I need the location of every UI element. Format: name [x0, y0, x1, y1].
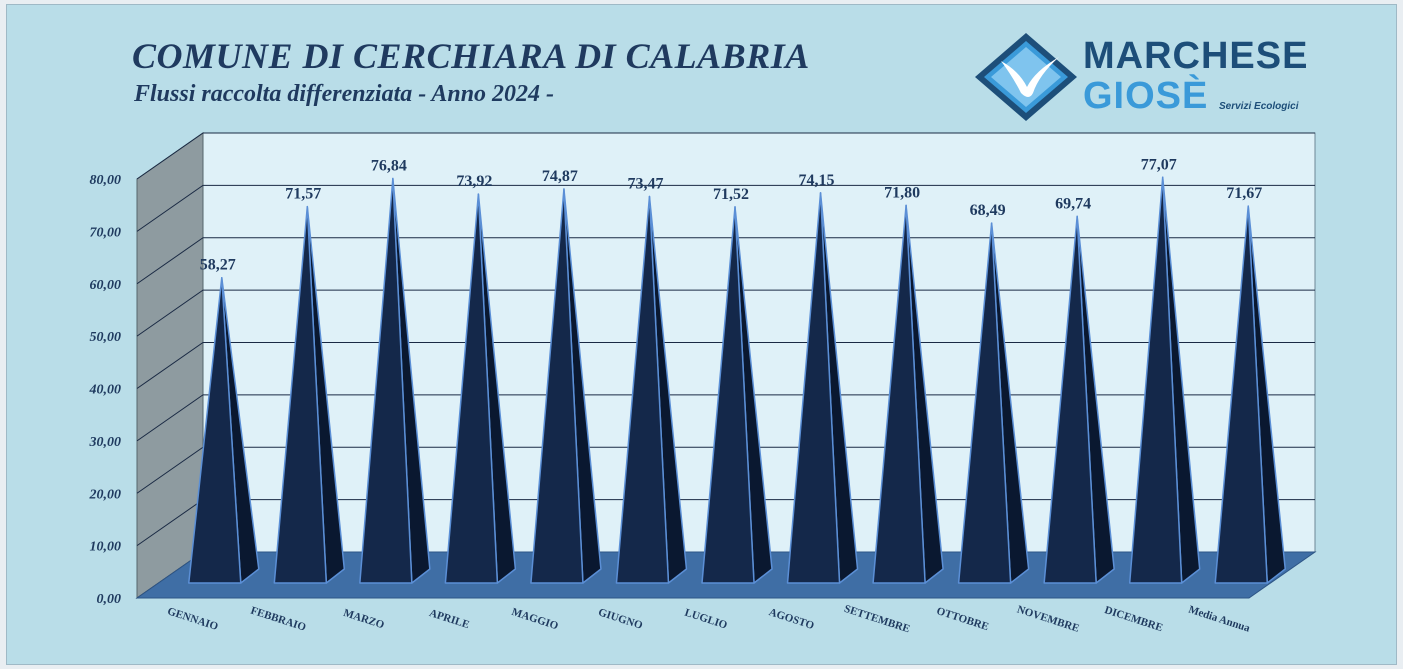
y-tick-label: 40,00 — [89, 383, 122, 398]
data-label: 69,74 — [1055, 195, 1091, 212]
bar-gennaio — [188, 276, 260, 584]
x-tick-label: AGOSTO — [767, 606, 816, 632]
bar-ottobre — [957, 222, 1030, 584]
bar-front-face — [444, 193, 499, 584]
y-tick-label: 60,00 — [90, 278, 122, 293]
bar-front-face — [1128, 176, 1183, 584]
bar-front-face — [615, 195, 670, 584]
y-tick-label: 70,00 — [90, 225, 122, 240]
bar-marzo — [359, 177, 431, 584]
logo-text-giose: GIOSÈ — [1083, 75, 1209, 117]
bar-maggio — [530, 188, 602, 584]
x-tick-label: GIUGNO — [597, 606, 645, 632]
pyramid-bar-chart: 0,00 10,00 20,00 30,00 40,00 50,00 60,00 70,00 8… — [89, 132, 1317, 636]
gridline — [136, 342, 1315, 389]
data-labels: 58,27 71,57 76,84 73,92 74,87 73,47 71,52 74,15… — [200, 156, 1262, 273]
chart-subtitle: Flussi raccolta differenziata - Anno 202… — [134, 81, 555, 107]
y-tick-label: 80,00 — [90, 173, 122, 188]
logo-text-marchese: MARCHESE — [1083, 35, 1309, 77]
seagull-diamond-icon — [975, 33, 1077, 121]
data-label: 73,92 — [456, 173, 492, 190]
bar-front-face — [786, 192, 841, 584]
data-label: 71,67 — [1226, 185, 1262, 202]
x-tick-label: FEBBRAIO — [249, 605, 308, 634]
bar-front-face — [872, 204, 926, 584]
y-tick-label: 10,00 — [90, 540, 122, 555]
bar-luglio — [701, 206, 773, 584]
bar-dicembre — [1128, 176, 1201, 584]
bar-front-face — [1043, 215, 1097, 584]
x-tick-label: SETTEMBRE — [843, 603, 912, 636]
data-label: 74,87 — [542, 168, 578, 185]
bar-settembre — [872, 204, 944, 584]
bar-front-face — [957, 222, 1012, 584]
bar-front-face — [1214, 205, 1268, 584]
x-tick-label: MARZO — [342, 607, 386, 632]
gridline — [136, 394, 1315, 442]
bar-febbraio — [273, 205, 346, 584]
bar-front-face — [530, 188, 584, 584]
gridline — [136, 237, 1315, 285]
data-label: 71,57 — [285, 186, 321, 203]
x-tick-label: Media Annua — [1187, 604, 1252, 635]
x-tick-label: OTTOBRE — [935, 605, 990, 633]
data-label: 71,80 — [884, 184, 920, 201]
bar-front-face — [188, 276, 242, 584]
gridline — [136, 184, 1315, 232]
bar-aprile — [444, 193, 517, 584]
gridline — [136, 132, 1315, 180]
y-axis-ticks: 0,00 10,00 20,00 30,00 40,00 50,00 60,00 70,00 8… — [89, 173, 122, 607]
logo-tagline: Servizi Ecologici — [1219, 101, 1299, 112]
bar-front-face — [273, 205, 328, 584]
bar-front-face — [701, 206, 755, 584]
bar-front-face — [359, 177, 413, 584]
data-label: 77,07 — [1141, 156, 1177, 173]
data-label: 71,52 — [713, 186, 749, 203]
data-label: 58,27 — [200, 257, 236, 274]
y-tick-label: 0,00 — [97, 592, 122, 607]
data-label: 68,49 — [970, 202, 1006, 219]
x-tick-label: APRILE — [428, 607, 471, 631]
chart-title: COMUNE DI CERCHIARA DI CALABRIA — [132, 36, 810, 76]
y-tick-label: 30,00 — [89, 435, 122, 450]
y-tick-label: 20,00 — [89, 487, 122, 502]
x-tick-label: DICEMBRE — [1103, 604, 1164, 634]
gridline — [136, 289, 1315, 337]
x-tick-label: MAGGIO — [510, 606, 560, 632]
data-label: 76,84 — [371, 158, 407, 175]
x-tick-label: GENNAIO — [166, 605, 220, 633]
chart-bars — [188, 176, 1286, 584]
bar-agosto — [786, 192, 859, 584]
bar-novembre — [1043, 215, 1115, 584]
x-tick-label: LUGLIO — [683, 607, 729, 632]
bar-media-annua — [1214, 205, 1286, 584]
bar-giugno — [615, 195, 688, 584]
company-logo: MARCHESE GIOSÈ Servizi Ecologici — [973, 31, 1318, 123]
data-label: 73,47 — [627, 176, 663, 193]
chart-frame: 0,00 10,00 20,00 30,00 40,00 50,00 60,00 70,00 8… — [6, 4, 1397, 665]
data-label: 74,15 — [799, 172, 835, 189]
y-tick-label: 50,00 — [90, 330, 122, 345]
x-axis-ticks: GENNAIO FEBBRAIO MARZO APRILE MAGGIO GIUGNO LU… — [166, 603, 1252, 636]
x-tick-label: NOVEMBRE — [1015, 603, 1080, 634]
